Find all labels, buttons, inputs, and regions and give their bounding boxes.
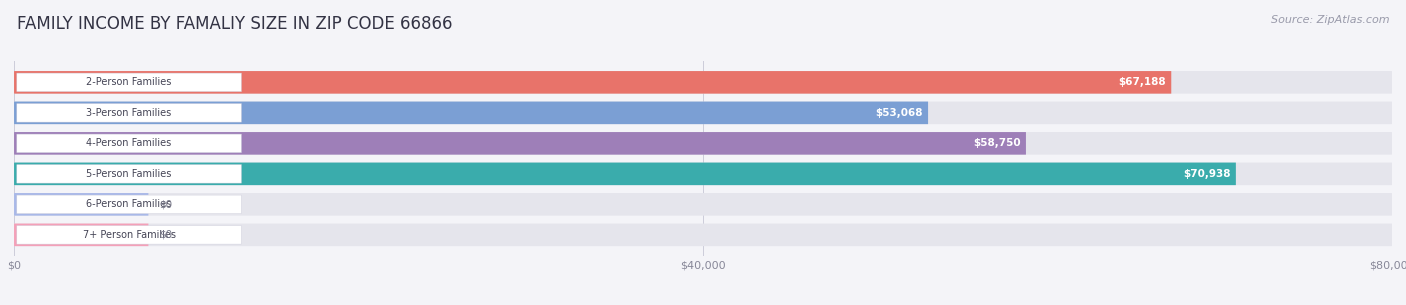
Text: 2-Person Families: 2-Person Families [86, 77, 172, 87]
FancyBboxPatch shape [14, 163, 1236, 185]
Text: 7+ Person Families: 7+ Person Families [83, 230, 176, 240]
FancyBboxPatch shape [14, 193, 1392, 216]
FancyBboxPatch shape [14, 71, 1392, 94]
FancyBboxPatch shape [17, 104, 242, 122]
Text: $0: $0 [159, 199, 173, 209]
Text: FAMILY INCOME BY FAMALIY SIZE IN ZIP CODE 66866: FAMILY INCOME BY FAMALIY SIZE IN ZIP COD… [17, 15, 453, 33]
Text: $0: $0 [159, 230, 173, 240]
Text: 3-Person Families: 3-Person Families [87, 108, 172, 118]
FancyBboxPatch shape [17, 73, 242, 92]
FancyBboxPatch shape [17, 134, 242, 152]
FancyBboxPatch shape [14, 71, 1171, 94]
Text: 6-Person Families: 6-Person Families [87, 199, 172, 209]
Text: $67,188: $67,188 [1118, 77, 1166, 87]
Text: 4-Person Families: 4-Person Families [87, 138, 172, 148]
FancyBboxPatch shape [14, 193, 149, 216]
FancyBboxPatch shape [14, 102, 928, 124]
Text: $53,068: $53,068 [875, 108, 922, 118]
FancyBboxPatch shape [14, 163, 1392, 185]
FancyBboxPatch shape [14, 132, 1392, 155]
FancyBboxPatch shape [14, 224, 1392, 246]
FancyBboxPatch shape [17, 165, 242, 183]
FancyBboxPatch shape [17, 226, 242, 244]
Text: $58,750: $58,750 [973, 138, 1021, 148]
Text: 5-Person Families: 5-Person Families [86, 169, 172, 179]
FancyBboxPatch shape [14, 132, 1026, 155]
Text: $70,938: $70,938 [1182, 169, 1230, 179]
FancyBboxPatch shape [17, 195, 242, 214]
FancyBboxPatch shape [14, 224, 149, 246]
FancyBboxPatch shape [14, 102, 1392, 124]
Text: Source: ZipAtlas.com: Source: ZipAtlas.com [1271, 15, 1389, 25]
